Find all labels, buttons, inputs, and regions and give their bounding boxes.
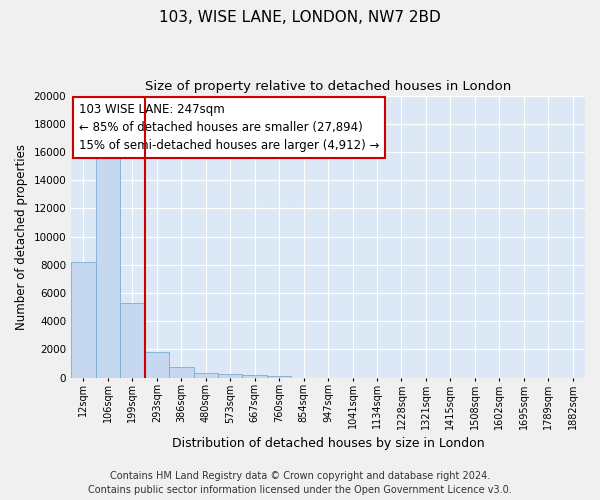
Bar	[242, 375, 267, 378]
Bar	[120, 303, 145, 378]
Bar	[169, 367, 194, 378]
X-axis label: Distribution of detached houses by size in London: Distribution of detached houses by size …	[172, 437, 484, 450]
Y-axis label: Number of detached properties: Number of detached properties	[15, 144, 28, 330]
Text: 103, WISE LANE, LONDON, NW7 2BD: 103, WISE LANE, LONDON, NW7 2BD	[159, 10, 441, 25]
Bar	[95, 145, 120, 378]
Bar	[194, 373, 218, 378]
Title: Size of property relative to detached houses in London: Size of property relative to detached ho…	[145, 80, 511, 93]
Text: 103 WISE LANE: 247sqm
← 85% of detached houses are smaller (27,894)
15% of semi-: 103 WISE LANE: 247sqm ← 85% of detached …	[79, 102, 379, 152]
Bar	[71, 262, 95, 378]
Bar	[145, 352, 169, 378]
Bar	[218, 374, 242, 378]
Bar	[267, 376, 292, 378]
Text: Contains HM Land Registry data © Crown copyright and database right 2024.
Contai: Contains HM Land Registry data © Crown c…	[88, 471, 512, 495]
